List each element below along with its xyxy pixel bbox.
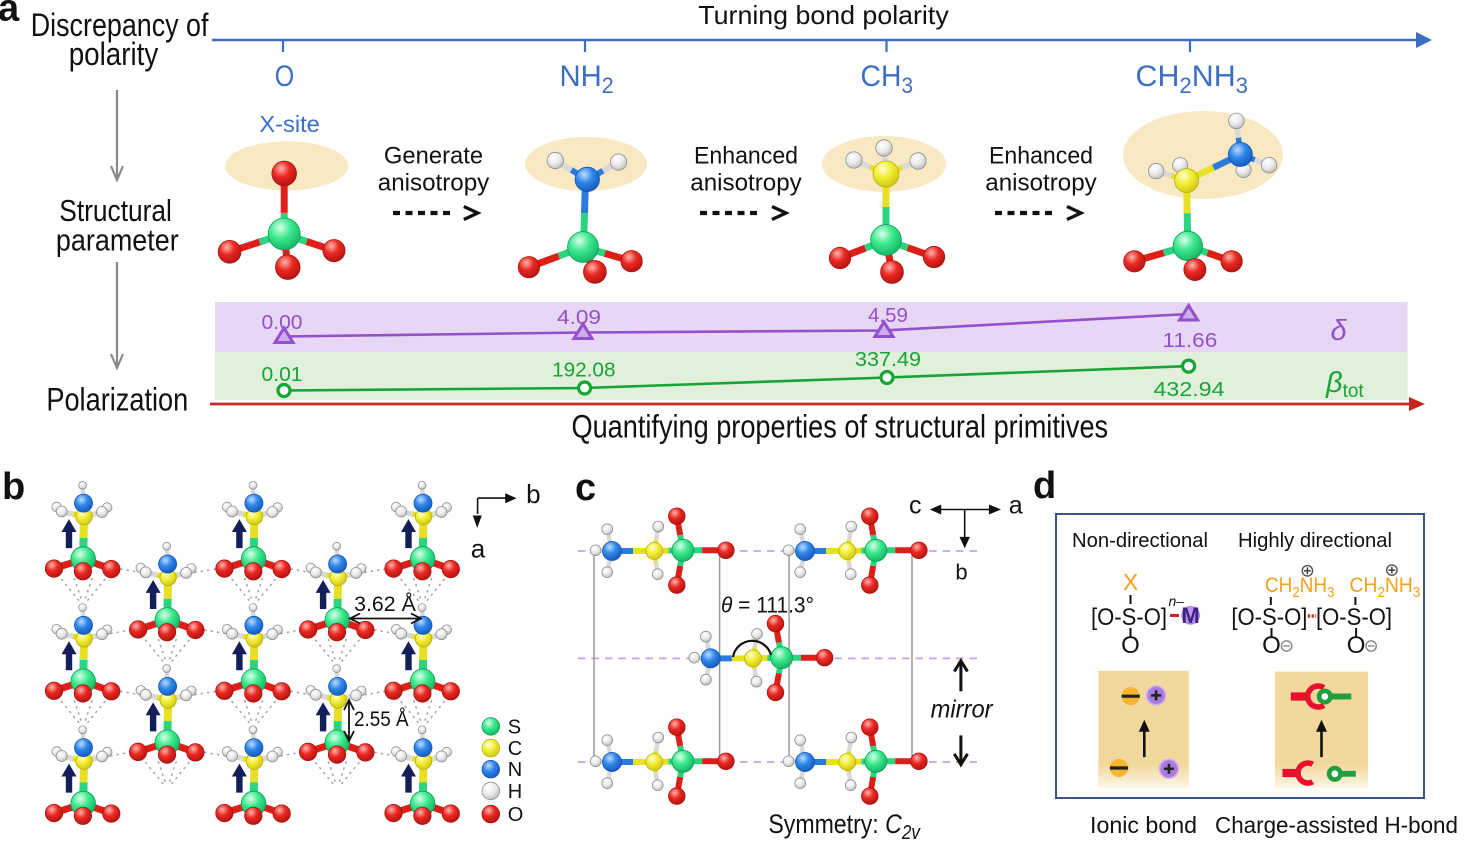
svg-text:[O-S-O]: [O-S-O] — [1231, 604, 1307, 631]
svg-text:C: C — [508, 738, 522, 760]
svg-text:X-site: X-site — [259, 111, 320, 137]
svg-text:d: d — [1033, 465, 1056, 507]
svg-text:S: S — [508, 716, 521, 738]
svg-text:a: a — [0, 0, 20, 30]
svg-text:4.09: 4.09 — [557, 307, 601, 329]
svg-text:0.01: 0.01 — [262, 364, 303, 386]
svg-text:b: b — [526, 479, 540, 509]
svg-text:O: O — [1121, 632, 1140, 659]
svg-text:O: O — [275, 60, 295, 93]
svg-text:Polarization: Polarization — [46, 382, 188, 418]
svg-text:CH2NH3: CH2NH3 — [1136, 60, 1249, 98]
svg-text:CH2NH3: CH2NH3 — [1350, 574, 1421, 601]
svg-text:M: M — [1181, 603, 1199, 628]
svg-text:c: c — [909, 491, 922, 519]
svg-text:anisotropy: anisotropy — [690, 170, 802, 197]
svg-text:H: H — [508, 781, 522, 803]
svg-text:θ = 111.3°: θ = 111.3° — [721, 593, 814, 618]
svg-text:Generate: Generate — [384, 142, 483, 169]
svg-text:O: O — [508, 804, 524, 826]
svg-text:Charge-assisted H-bond: Charge-assisted H-bond — [1215, 812, 1458, 838]
svg-text:337.49: 337.49 — [855, 349, 921, 371]
svg-text:Symmetry: C2v: Symmetry: C2v — [768, 809, 920, 843]
svg-text:O: O — [1347, 632, 1366, 659]
svg-text:δ: δ — [1330, 315, 1347, 347]
svg-text:CH2NH3: CH2NH3 — [1265, 574, 1335, 601]
svg-text:O: O — [1262, 632, 1281, 659]
svg-text:11.66: 11.66 — [1162, 330, 1217, 352]
svg-text:b: b — [2, 466, 25, 508]
svg-text:Ionic bond: Ionic bond — [1090, 812, 1197, 838]
svg-text:Turning bond polarity: Turning bond polarity — [698, 0, 948, 30]
svg-text:parameter: parameter — [56, 223, 179, 258]
svg-text:[O-S-O]: [O-S-O] — [1091, 604, 1167, 631]
svg-text:a: a — [471, 533, 486, 563]
svg-text:Non-directional: Non-directional — [1072, 530, 1208, 552]
svg-text:0.00: 0.00 — [262, 312, 303, 334]
svg-text:polarity: polarity — [69, 36, 159, 72]
svg-text:4.59: 4.59 — [868, 305, 908, 327]
svg-text:mirror: mirror — [931, 696, 994, 724]
svg-text:N: N — [508, 759, 522, 781]
svg-text:3.62 Å: 3.62 Å — [354, 593, 416, 616]
svg-text:anisotropy: anisotropy — [378, 170, 490, 197]
svg-text:b: b — [955, 560, 967, 585]
svg-text:Quantifying properties of stru: Quantifying properties of structural pri… — [572, 409, 1109, 445]
svg-text:X: X — [1123, 569, 1138, 595]
svg-text:c: c — [575, 467, 596, 509]
svg-text:Enhanced: Enhanced — [694, 142, 798, 169]
svg-text:Highly directional: Highly directional — [1238, 530, 1392, 552]
svg-text:a: a — [1009, 491, 1023, 519]
svg-text:432.94: 432.94 — [1154, 379, 1225, 401]
svg-text:Enhanced: Enhanced — [989, 142, 1093, 169]
svg-text:anisotropy: anisotropy — [985, 170, 1097, 197]
svg-text:192.08: 192.08 — [552, 359, 615, 381]
svg-text:2.55 Å: 2.55 Å — [354, 708, 409, 731]
svg-text:[O-S-O]: [O-S-O] — [1316, 604, 1392, 631]
